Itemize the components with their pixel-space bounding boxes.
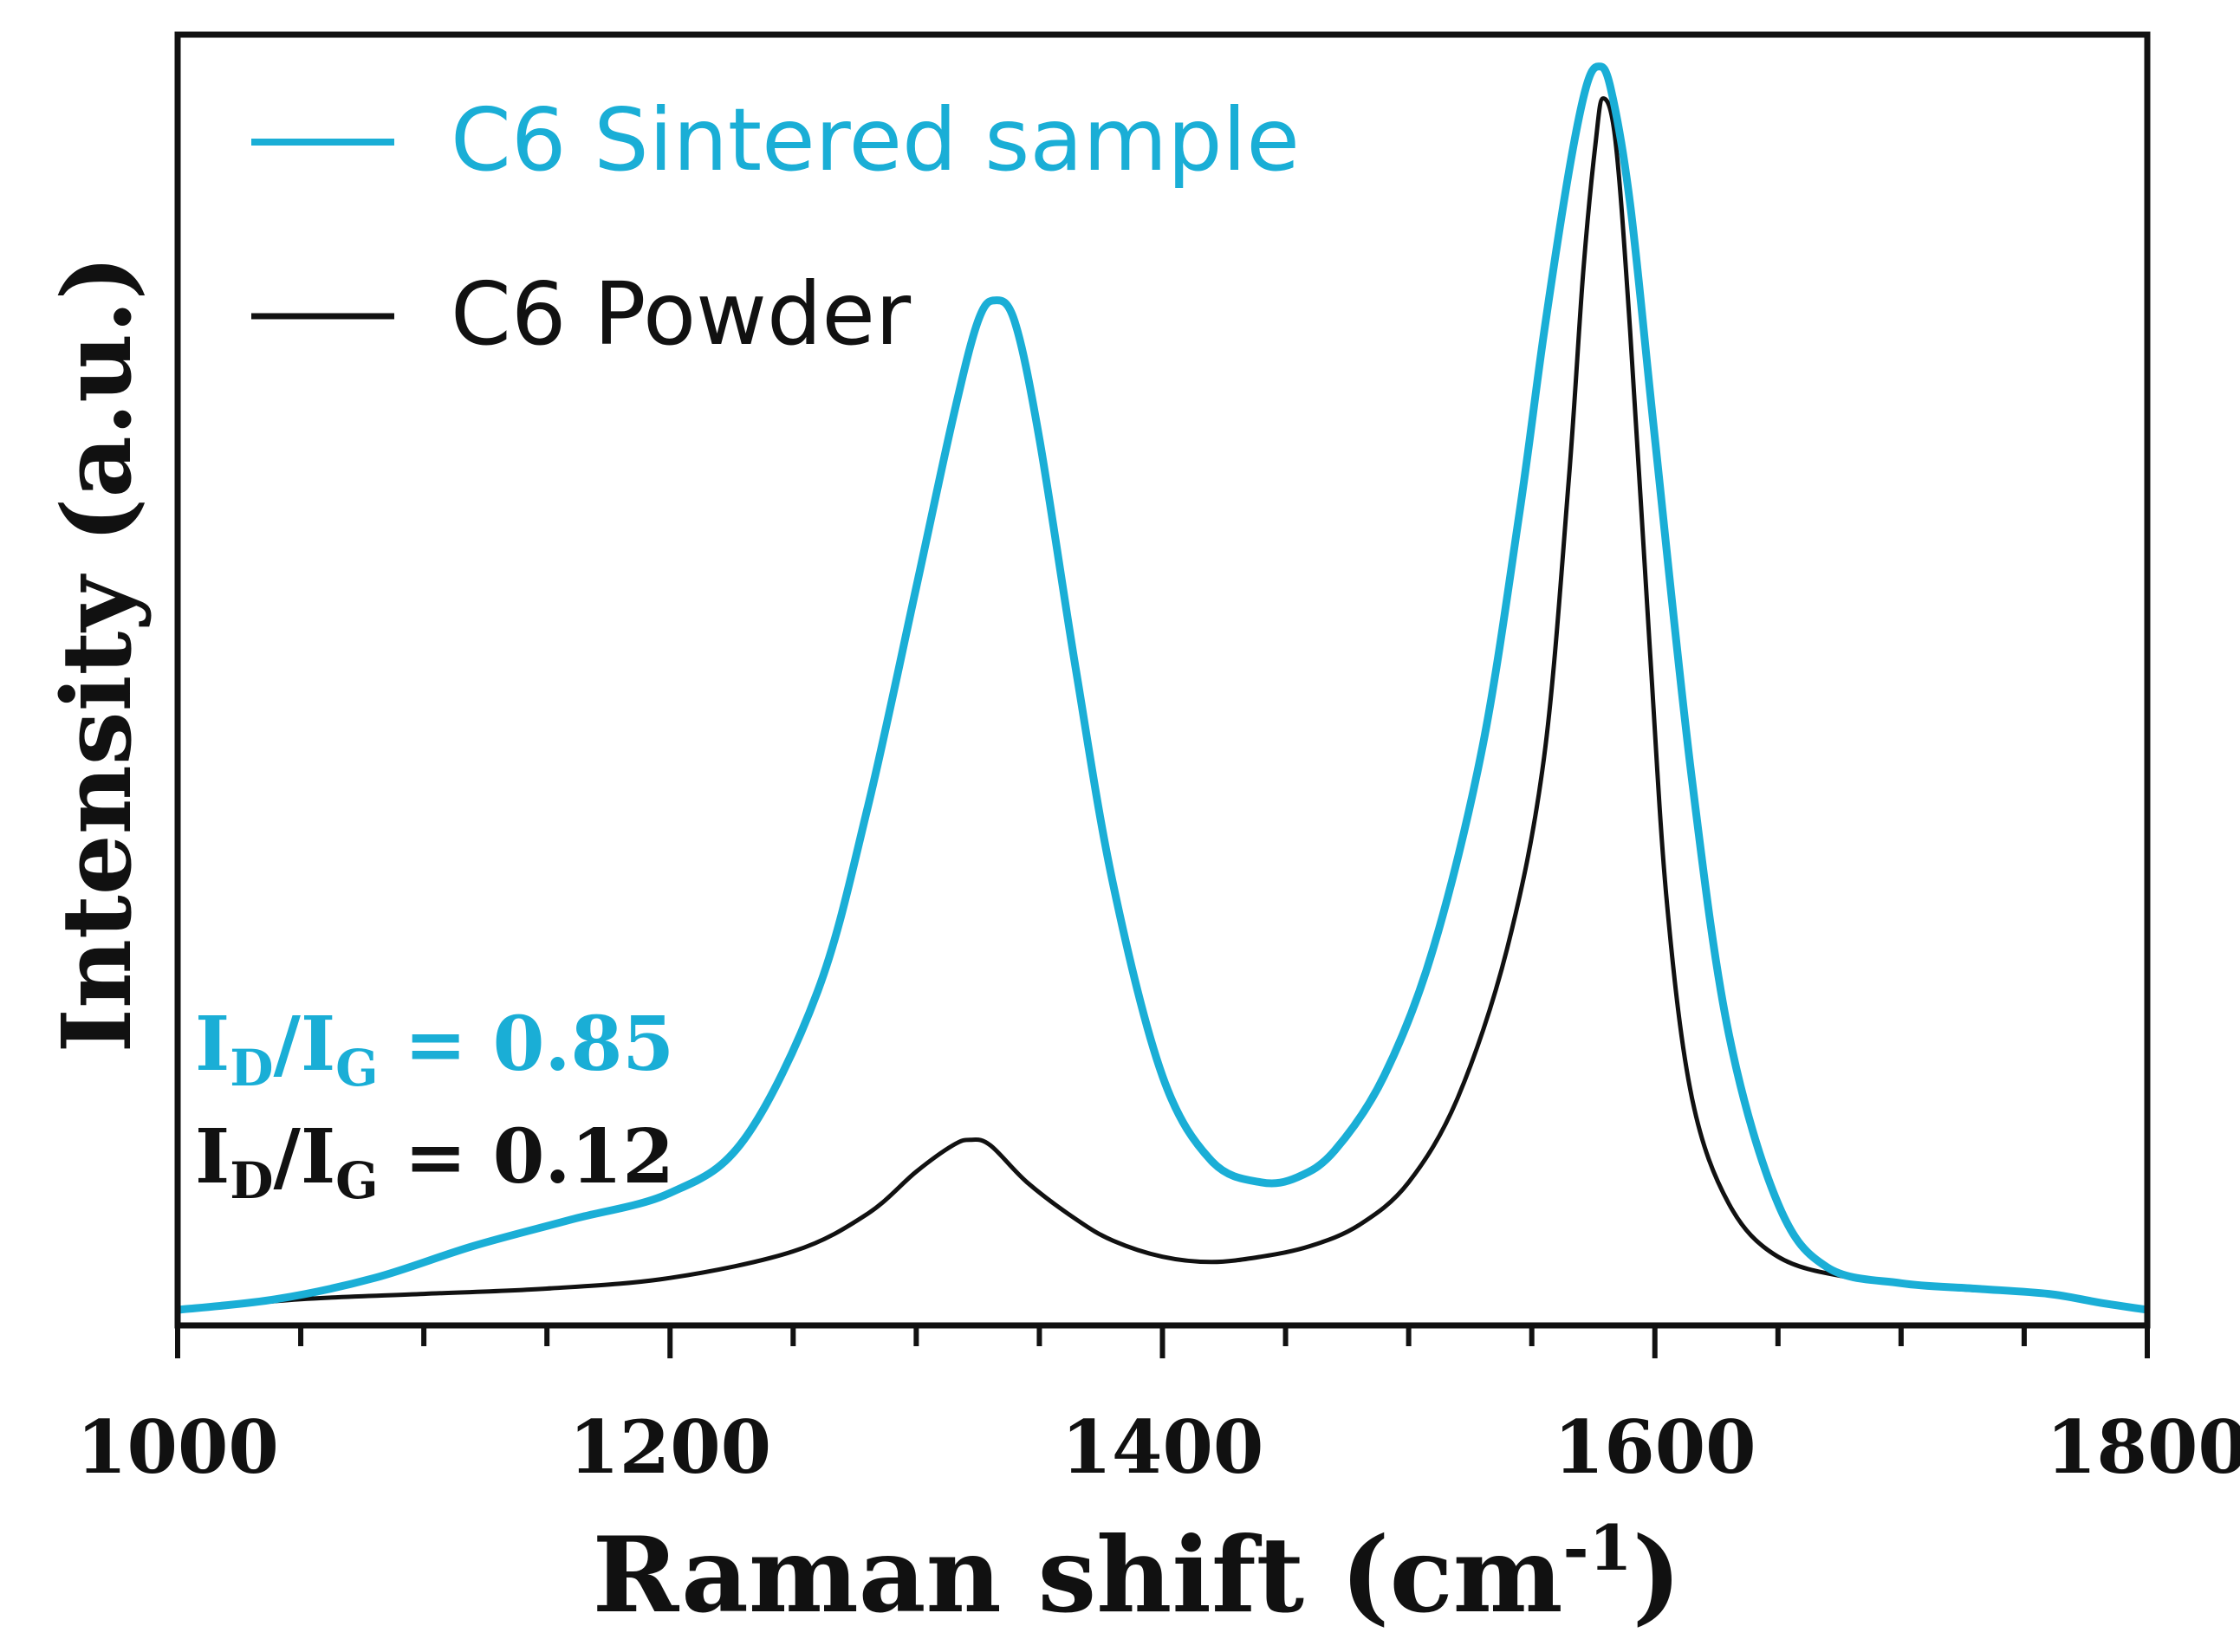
series-line-powder: [177, 96, 2148, 1312]
legend: C6 Sintered sample C6 Powder: [251, 89, 1300, 365]
x-axis-title: Raman shift (cm-1): [593, 1511, 1682, 1636]
series-layer: [177, 62, 2148, 1314]
x-tick-label: 1000: [76, 1404, 279, 1490]
x-tick-label: 1400: [1062, 1404, 1264, 1490]
legend-label-sintered: C6 Sintered sample: [451, 89, 1300, 191]
x-tick-label: 1200: [568, 1404, 771, 1490]
sintered-ratio-annotation: ID/IG = 0.85: [195, 1001, 674, 1098]
series-line-sintered: [177, 62, 2148, 1314]
x-tick-label: 1800: [2046, 1404, 2240, 1490]
x-tick-label: 1600: [1554, 1404, 1756, 1490]
legend-label-powder: C6 Powder: [451, 263, 912, 365]
y-axis-title: Intensity (a.u.): [41, 256, 153, 1053]
powder-ratio-annotation: ID/IG = 0.12: [195, 1113, 674, 1210]
x-axis-ticks: 1000 1200 1400 1600 1800: [76, 1325, 2240, 1490]
